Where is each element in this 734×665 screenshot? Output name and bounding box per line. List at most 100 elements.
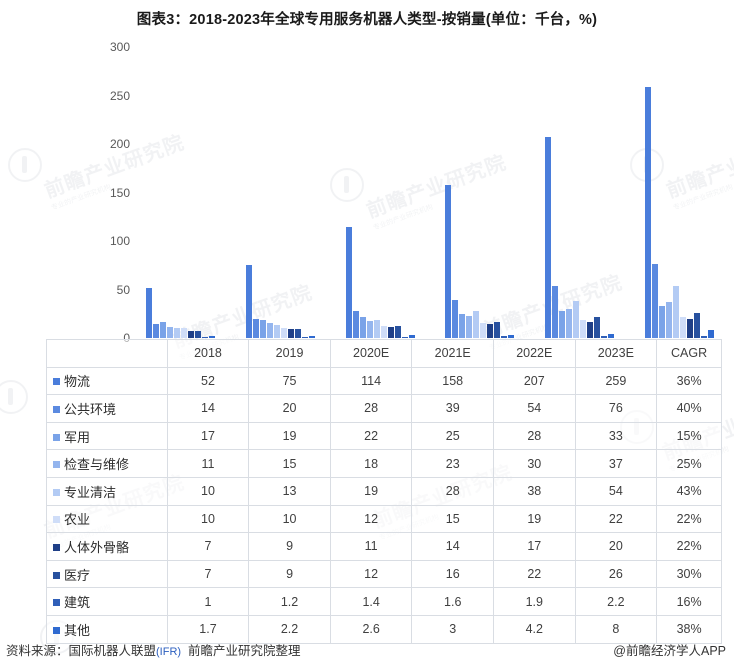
- bar: [288, 329, 294, 338]
- bar: [580, 319, 587, 338]
- bar: [246, 265, 252, 338]
- bar: [295, 329, 301, 338]
- bar: [267, 323, 273, 338]
- bar: [508, 335, 515, 338]
- table-cell: 13: [248, 476, 331, 506]
- bar: [566, 308, 573, 338]
- bar: [644, 86, 651, 338]
- series-label-cell: 医疗: [46, 559, 168, 589]
- table-cell: 1: [166, 587, 250, 616]
- table-cell: 18: [329, 449, 413, 478]
- table-cell: 10: [166, 504, 250, 534]
- table-cell: 22: [493, 559, 576, 589]
- bar: [545, 137, 552, 338]
- table-cell: 11: [329, 532, 413, 561]
- bar: [352, 310, 359, 338]
- y-axis-tick: 250: [109, 88, 130, 103]
- table-cell: 52: [166, 366, 250, 396]
- table-cell: 36%: [656, 366, 722, 396]
- bar: [253, 318, 259, 338]
- table-cell: 10: [166, 476, 250, 506]
- table-cell: 1.7: [166, 614, 250, 644]
- bar: [480, 323, 487, 338]
- series-label-cell: 检查与维修: [46, 449, 168, 478]
- bar: [665, 302, 672, 338]
- table-header-2020E: 2020E: [329, 339, 413, 368]
- bar: [587, 321, 594, 338]
- legend-swatch-icon: [53, 571, 60, 579]
- table-cell: 15: [411, 504, 494, 534]
- table-cell: 12: [329, 504, 413, 534]
- bar-group-2018: [131, 47, 231, 338]
- series-label-cell: 物流: [46, 366, 168, 396]
- series-label: 建筑: [64, 595, 91, 611]
- table-cell: 16: [411, 559, 494, 589]
- table-cell: 14: [166, 394, 250, 423]
- bar: [153, 324, 160, 338]
- bar: [281, 328, 287, 338]
- table-cell: 114: [329, 366, 413, 396]
- bar: [658, 306, 665, 338]
- bar: [466, 315, 473, 338]
- table-cell: 2.2: [574, 587, 658, 616]
- table-cell: 207: [493, 366, 576, 396]
- table-header-row: 2018 2019 2020E 2021E 2022E 2023E CAGR: [46, 339, 722, 368]
- table-cell: 1.4: [329, 587, 413, 616]
- bar: [260, 319, 266, 338]
- y-axis-tick: 100: [109, 234, 130, 248]
- table-row: 专业清洁 10 13 19 28 38 54 43%: [46, 476, 722, 506]
- bar: [195, 331, 202, 338]
- data-table-wrapper: 2018 2019 2020E 2021E 2022E 2023E CAGR 物流 52 75 1…: [46, 339, 722, 644]
- y-axis-tick: 50: [116, 282, 130, 297]
- series-label: 物流: [64, 374, 91, 390]
- table-cell: 20: [574, 532, 658, 561]
- bar-group-2023E: [629, 47, 729, 338]
- bar-chart-plot: [131, 47, 729, 338]
- bar: [573, 301, 580, 338]
- y-axis-tick: 300: [109, 40, 130, 54]
- table-header-2022E: 2022E: [493, 339, 576, 368]
- bar: [408, 335, 415, 338]
- table-cell: 1.9: [493, 587, 576, 616]
- series-label-cell: 其他: [46, 614, 168, 644]
- series-label: 专业清洁: [64, 484, 117, 500]
- table-cell: 26: [574, 559, 658, 589]
- y-axis-tick: 150: [109, 185, 130, 200]
- bar: [693, 312, 700, 338]
- table-cell: 54: [574, 476, 658, 506]
- bar: [387, 327, 394, 338]
- bar: [302, 336, 308, 338]
- table-cell: 75: [248, 366, 331, 396]
- chart-title: 图表3：2018-2023年全球专用服务机器人类型-按销量(单位：千台，%): [136, 12, 598, 28]
- table-cell: 30%: [656, 559, 722, 589]
- table-cell: 10: [248, 504, 331, 534]
- source-abbr: (IFR): [156, 646, 182, 658]
- table-cell: 3: [411, 614, 494, 644]
- bar: [209, 336, 216, 338]
- table-header-2023E: 2023E: [574, 339, 658, 368]
- table-row: 建筑 1 1.2 1.4 1.6 1.9 2.2 16%: [46, 587, 722, 616]
- bar-group-2020E: [330, 47, 430, 338]
- legend-swatch-icon: [53, 461, 60, 469]
- series-label: 人体外骨骼: [64, 539, 130, 555]
- legend-swatch-icon: [53, 406, 60, 414]
- table-cell: 17: [166, 421, 250, 451]
- legend-swatch-icon: [53, 516, 60, 524]
- series-label: 检查与维修: [64, 457, 130, 473]
- table-cell: 7: [166, 532, 250, 561]
- bar-group-2022E: [530, 47, 630, 338]
- series-label-cell: 军用: [46, 421, 168, 451]
- bar: [487, 324, 494, 338]
- table-cell: 25%: [656, 449, 722, 478]
- table-header-CAGR: CAGR: [656, 339, 722, 368]
- bar: [452, 300, 459, 338]
- bar: [559, 310, 566, 338]
- bar: [473, 310, 480, 338]
- bar: [373, 319, 380, 338]
- bar-group-2019: [231, 47, 331, 338]
- table-header-2019: 2019: [248, 339, 331, 368]
- data-table: 2018 2019 2020E 2021E 2022E 2023E CAGR 物流 52 75 1…: [46, 339, 722, 644]
- table-cell: 15: [248, 449, 331, 478]
- table-cell: 14: [411, 532, 494, 561]
- bar-groups: [131, 47, 729, 338]
